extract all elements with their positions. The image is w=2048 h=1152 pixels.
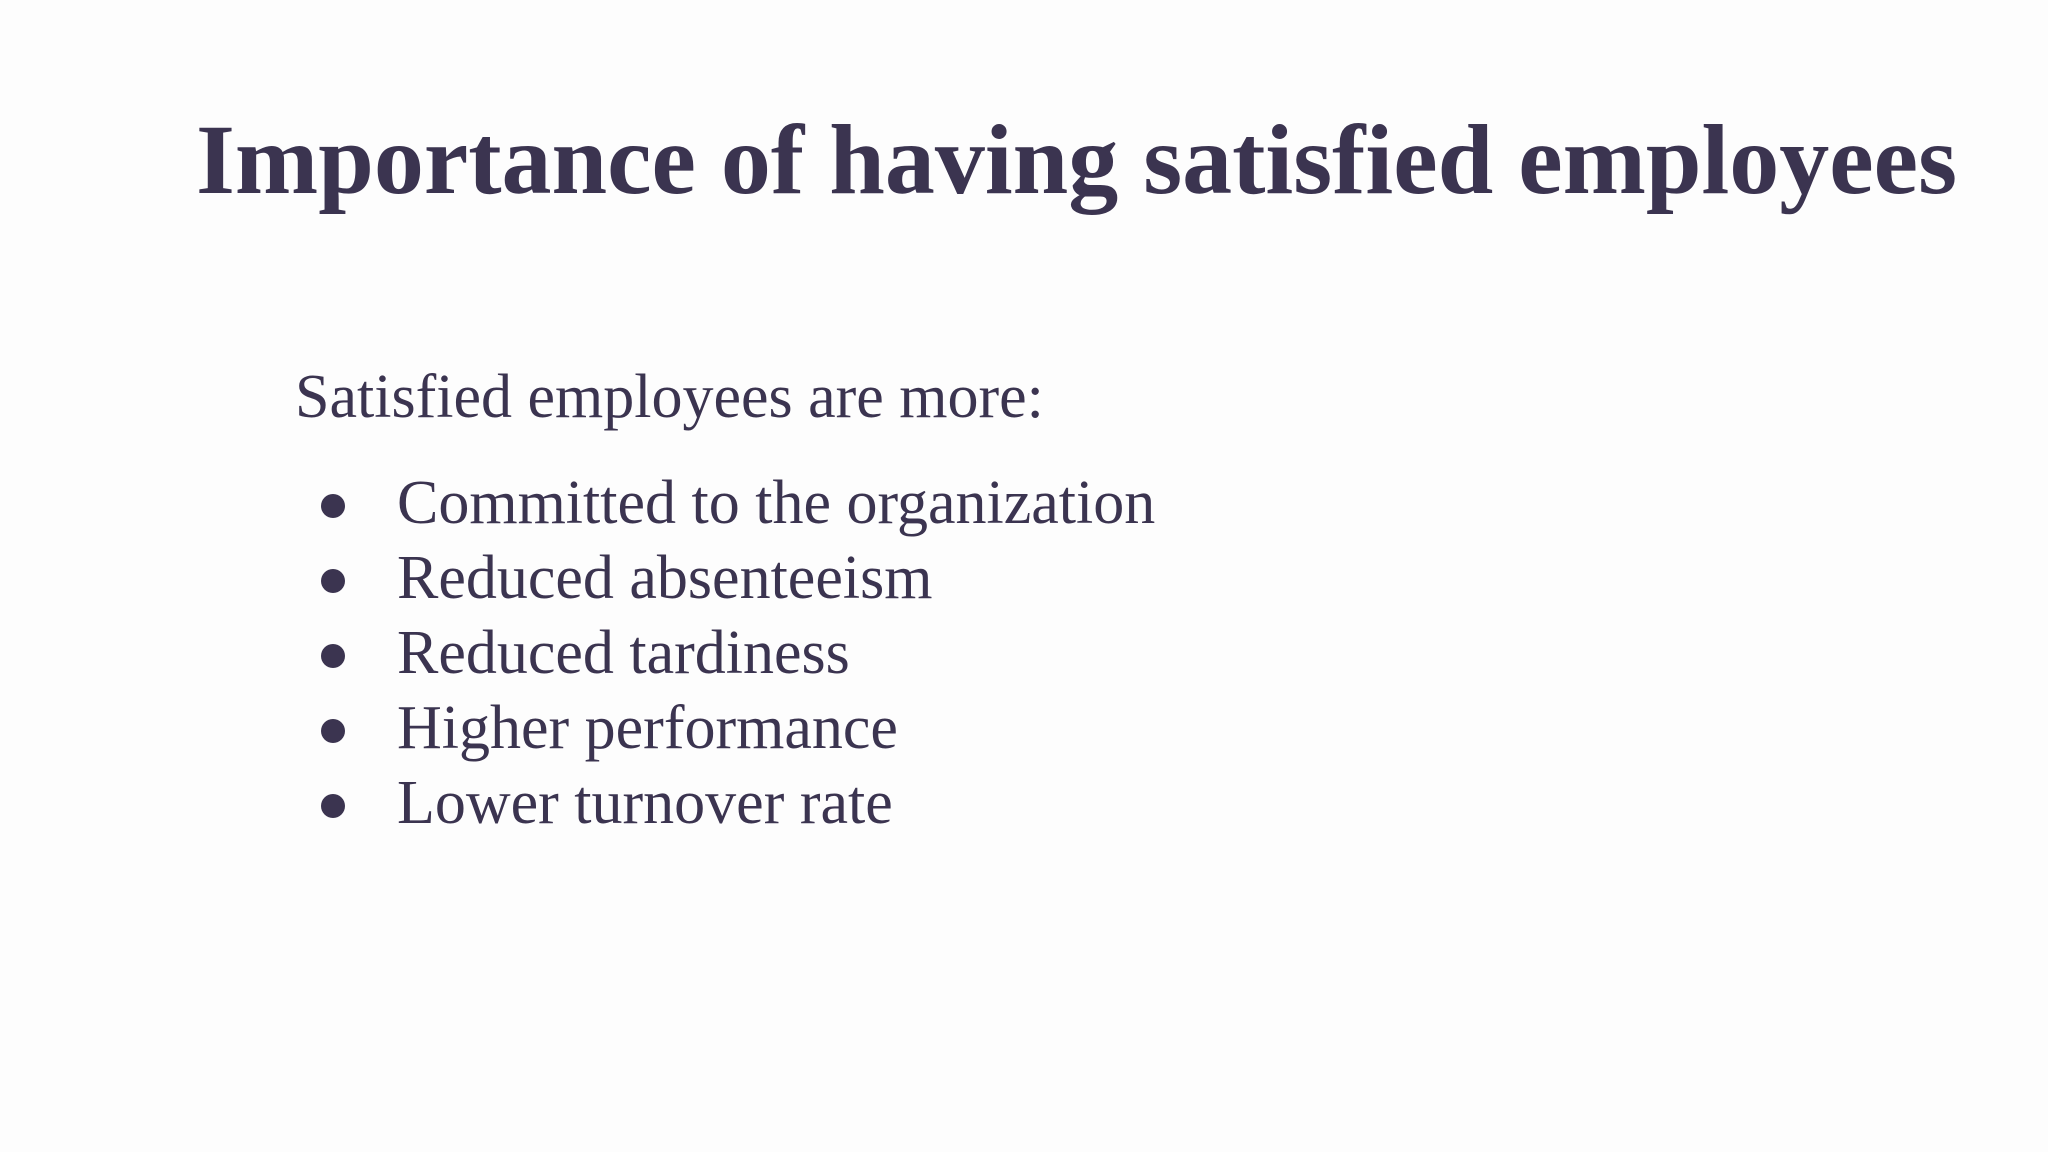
intro-text: Satisfied employees are more: xyxy=(295,363,1044,431)
bullet-text: Lower turnover rate xyxy=(397,769,893,837)
bullet-item: Lower turnover rate xyxy=(295,766,1155,841)
bullet-list: Committed to the organization Reduced abs… xyxy=(295,466,1155,841)
bullet-dot xyxy=(321,719,345,743)
slide-title: Importance of having satisfied employees xyxy=(196,104,1957,215)
bullet-text: Reduced tardiness xyxy=(397,619,850,687)
bullet-text: Committed to the organization xyxy=(397,469,1156,537)
bullet-dot xyxy=(321,569,345,593)
bullet-item: Committed to the organization xyxy=(295,466,1155,541)
bullet-text: Reduced absenteeism xyxy=(397,544,933,612)
bullet-dot xyxy=(321,494,345,518)
bullet-item: Reduced absenteeism xyxy=(295,541,1155,616)
bullet-dot xyxy=(321,644,345,668)
bullet-dot xyxy=(321,794,345,818)
bullet-item: Higher performance xyxy=(295,691,1155,766)
bullet-item: Reduced tardiness xyxy=(295,616,1155,691)
bullet-text: Higher performance xyxy=(397,694,898,762)
